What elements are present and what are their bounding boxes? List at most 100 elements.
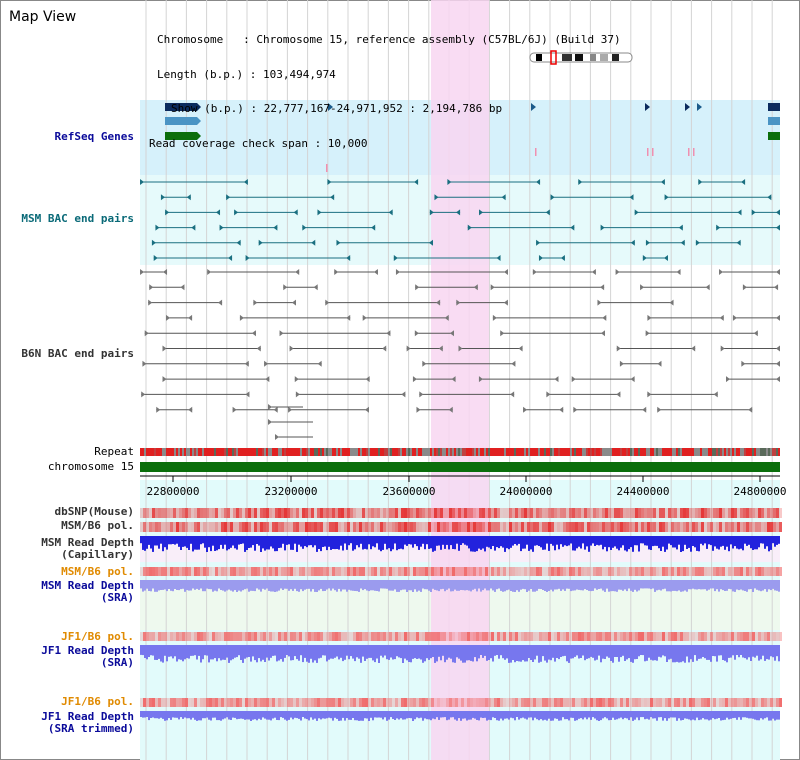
msm-cap-depth-bin (642, 536, 644, 544)
track-label-jf1-depth[interactable]: JF1 Read Depth (41, 644, 134, 657)
jf1-trim-depth-bin (180, 711, 182, 718)
track-label-msm-bac[interactable]: MSM BAC end pairs (21, 212, 134, 225)
jf1-depth-bin (376, 645, 378, 659)
msm-cap-depth-bin (718, 536, 720, 550)
jf1-pol-bin (677, 632, 680, 641)
jf1-trim-depth-bin (502, 711, 504, 721)
msm-cap-depth-bin (572, 536, 574, 551)
repeat-segment (550, 448, 552, 456)
dbsnp-bin (182, 508, 185, 518)
jf1-depth-bin (520, 645, 522, 662)
msm-sra-depth-bin (312, 580, 314, 590)
jf1-pol2-bin (656, 698, 659, 707)
jf1-pol2-bin (146, 698, 149, 707)
msm-cap-depth-bin (274, 536, 276, 552)
jf1-depth-bin (576, 645, 578, 656)
dbsnp-bin (404, 508, 407, 518)
msm-cap-depth-bin (262, 536, 264, 549)
msm-pol2-bin (695, 567, 698, 576)
repeat-segment (750, 448, 752, 456)
msm-sra-depth-bin (468, 580, 470, 591)
jf1-pol-bin (380, 632, 383, 641)
msm-pol-bin (266, 522, 269, 532)
jf1-depth-bin (142, 645, 144, 656)
msm-sra-depth-bin (664, 580, 666, 589)
msm-pol2-bin (230, 567, 233, 576)
track-label-repeat[interactable]: Repeat (94, 445, 134, 458)
jf1-pol-bin (347, 632, 350, 641)
jf1-pol-bin (365, 632, 368, 641)
msm-sra-depth-bin (218, 580, 220, 589)
msm-pol-bin (200, 522, 203, 532)
jf1-depth-bin (726, 645, 728, 663)
jf1-depth-bin (750, 645, 752, 661)
track-label-jf1-trim[interactable]: JF1 Read Depth (41, 710, 134, 723)
msm-cap-depth-bin (146, 536, 148, 549)
repeat-segment (638, 448, 640, 456)
jf1-pol2-bin (416, 698, 419, 707)
dbsnp-bin (338, 508, 341, 518)
jf1-pol2-bin (473, 698, 476, 707)
track-label-msm-pol-2[interactable]: MSM/B6 pol. (61, 565, 134, 578)
msm-cap-depth-bin (466, 536, 468, 546)
msm-pol-bin (350, 522, 353, 532)
jf1-depth-bin (288, 645, 290, 657)
jf1-trim-depth-bin (426, 711, 428, 720)
msm-cap-depth-bin (570, 536, 572, 544)
jf1-pol-bin (158, 632, 161, 641)
jf1-pol-bin (428, 632, 431, 641)
jf1-pol2-bin (167, 698, 170, 707)
jf1-depth-bin (388, 645, 390, 660)
dbsnp-bin (656, 508, 659, 518)
msm-sra-depth-bin (502, 580, 504, 592)
jf1-depth-bin (434, 645, 436, 663)
jf1-depth-bin (486, 645, 488, 661)
jf1-trim-depth-bin (250, 711, 252, 721)
jf1-trim-depth-bin (372, 711, 374, 721)
dbsnp-bin (530, 508, 533, 518)
jf1-depth-bin (578, 645, 580, 659)
msm-pol-bin (368, 522, 371, 532)
msm-cap-depth-bin (754, 536, 756, 550)
msm-pol2-bin (284, 567, 287, 576)
jf1-depth-bin (144, 645, 146, 658)
jf1-pol2-bin (500, 698, 503, 707)
jf1-trim-depth-bin (526, 711, 528, 720)
jf1-trim-depth-bin (182, 711, 184, 719)
jf1-depth-bin (316, 645, 318, 663)
dbsnp-bin (776, 508, 779, 518)
track-label-b6n-bac[interactable]: B6N BAC end pairs (21, 347, 134, 360)
repeat-segment (338, 448, 340, 456)
track-label-chromosome[interactable]: chromosome 15 (47, 460, 134, 473)
jf1-pol-bin (164, 632, 167, 641)
jf1-depth-bin (170, 645, 172, 657)
track-label-jf1-pol[interactable]: JF1/B6 pol. (61, 630, 134, 643)
dbsnp-bin (644, 508, 647, 518)
jf1-depth-bin (300, 645, 302, 656)
dbsnp-bin (191, 508, 194, 518)
msm-pol-bin (251, 522, 254, 532)
repeat-segment (678, 448, 680, 456)
jf1-trim-depth-bin (600, 711, 602, 721)
msm-cap-depth-bin (418, 536, 420, 550)
msm-sra-depth-bin (570, 580, 572, 592)
track-label-jf1-pol-2[interactable]: JF1/B6 pol. (61, 695, 134, 708)
msm-sra-depth-bin (268, 580, 270, 591)
track-label-dbsnp[interactable]: dbSNP(Mouse) (54, 505, 134, 518)
msm-cap-depth-bin (460, 536, 462, 545)
jf1-trim-depth-bin (564, 711, 566, 720)
track-label-refseq[interactable]: RefSeq Genes (54, 130, 134, 143)
jf1-trim-depth-bin (166, 711, 168, 721)
track-label-msm-pol[interactable]: MSM/B6 pol. (61, 519, 134, 532)
track-label-msm-depth-capillary[interactable]: MSM Read Depth (41, 536, 134, 549)
msm-pol-bin (773, 522, 776, 532)
track-label-msm-depth-sra[interactable]: MSM Read Depth (41, 579, 134, 592)
jf1-depth-bin (738, 645, 740, 658)
msm-sra-depth-bin (388, 580, 390, 591)
jf1-pol2-bin (296, 698, 299, 707)
msm-pol2-bin (242, 567, 245, 576)
msm-sra-depth-bin (610, 580, 612, 592)
repeat-segment (386, 448, 388, 456)
jf1-trim-depth-bin (192, 711, 194, 718)
